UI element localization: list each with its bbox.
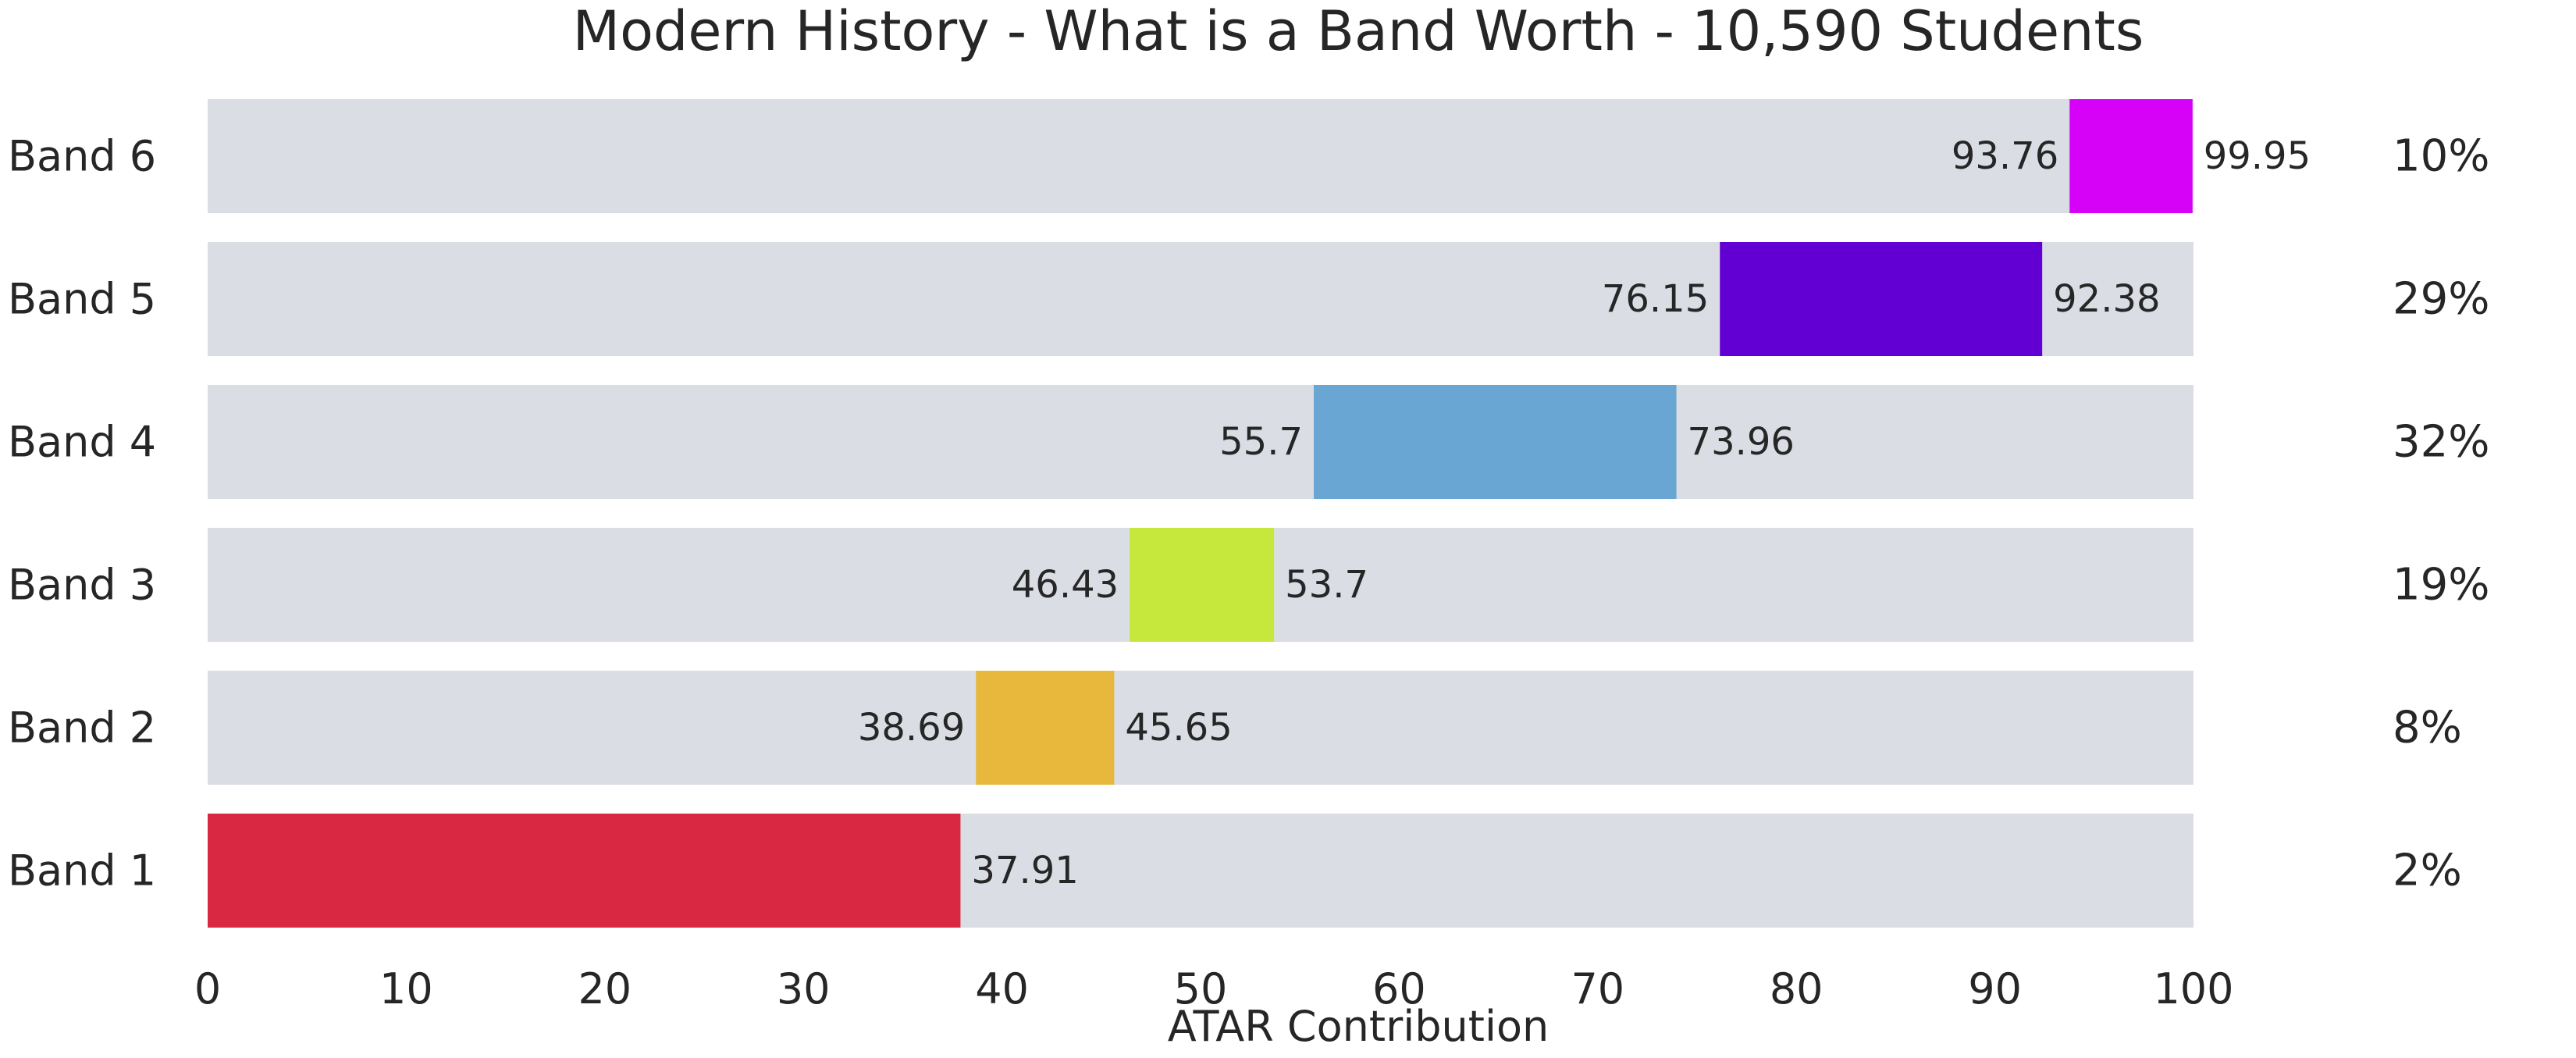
band-3-range-bar: [1130, 528, 1275, 642]
band-3-label: Band 3: [8, 561, 156, 610]
x-tick-label: 50: [1174, 964, 1228, 1013]
band-6-start-value: 93.76: [1952, 134, 2058, 178]
band-2-end-value: 45.65: [1125, 706, 1232, 750]
chart-title: Modern History - What is a Band Worth - …: [573, 0, 2144, 63]
band-3-start-value: 46.43: [1012, 563, 1119, 607]
x-tick-label: 30: [777, 964, 831, 1013]
band-4-percent: 32%: [2393, 417, 2489, 468]
band-2-row: Band 2 38.69 45.65 8%: [8, 671, 2462, 785]
band-6-row: Band 6 93.76 99.95 10%: [8, 99, 2489, 213]
x-tick-label: 90: [1968, 964, 2022, 1013]
band-5-label: Band 5: [8, 275, 156, 324]
band-4-label: Band 4: [8, 418, 156, 467]
band-3-end-value: 53.7: [1285, 563, 1368, 607]
band-4-range-bar: [1314, 385, 1677, 499]
x-tick-label: 100: [2153, 964, 2233, 1013]
band-6-end-value: 99.95: [2204, 134, 2311, 178]
band-5-row: Band 5 76.15 92.38 29%: [8, 242, 2489, 356]
band-3-row: Band 3 46.43 53.7 19%: [8, 528, 2489, 642]
x-tick-label: 40: [975, 964, 1029, 1013]
band-2-start-value: 38.69: [858, 706, 965, 750]
band-5-end-value: 92.38: [2053, 277, 2160, 321]
band-1-row: Band 1 37.91 2%: [8, 814, 2462, 928]
band-1-label: Band 1: [8, 846, 156, 896]
band-4-background-bar: [208, 385, 2194, 499]
x-tick-label: 10: [379, 964, 433, 1013]
band-1-range-bar: [208, 814, 961, 928]
band-1-percent: 2%: [2393, 846, 2462, 896]
x-axis-ticks: 0 10 20 30 40 50 60 70 80 90 100: [194, 964, 2234, 1013]
band-6-percent: 10%: [2393, 131, 2489, 182]
band-2-background-bar: [208, 671, 2194, 785]
x-tick-label: 0: [194, 964, 221, 1013]
band-2-label: Band 2: [8, 704, 156, 753]
band-2-range-bar: [976, 671, 1115, 785]
band-5-start-value: 76.15: [1602, 277, 1709, 321]
band-6-label: Band 6: [8, 132, 156, 181]
band-4-start-value: 55.7: [1219, 420, 1303, 464]
x-axis-title: ATAR Contribution: [1168, 1002, 1549, 1051]
x-tick-label: 60: [1372, 964, 1426, 1013]
x-tick-label: 80: [1770, 964, 1823, 1013]
band-5-percent: 29%: [2393, 274, 2489, 325]
band-3-percent: 19%: [2393, 560, 2489, 611]
band-4-end-value: 73.96: [1688, 420, 1795, 464]
band-5-range-bar: [1720, 242, 2043, 356]
band-6-background-bar: [208, 99, 2194, 213]
band-6-range-bar: [2069, 99, 2193, 213]
band-1-end-value: 37.91: [971, 849, 1078, 892]
band-4-row: Band 4 55.7 73.96 32%: [8, 385, 2489, 499]
x-tick-label: 20: [578, 964, 632, 1013]
band-2-percent: 8%: [2393, 703, 2462, 753]
band-rows: Band 6 93.76 99.95 10%Band 5 76.15 92.38 29%Ba…: [8, 99, 2489, 928]
x-tick-label: 70: [1571, 964, 1624, 1013]
